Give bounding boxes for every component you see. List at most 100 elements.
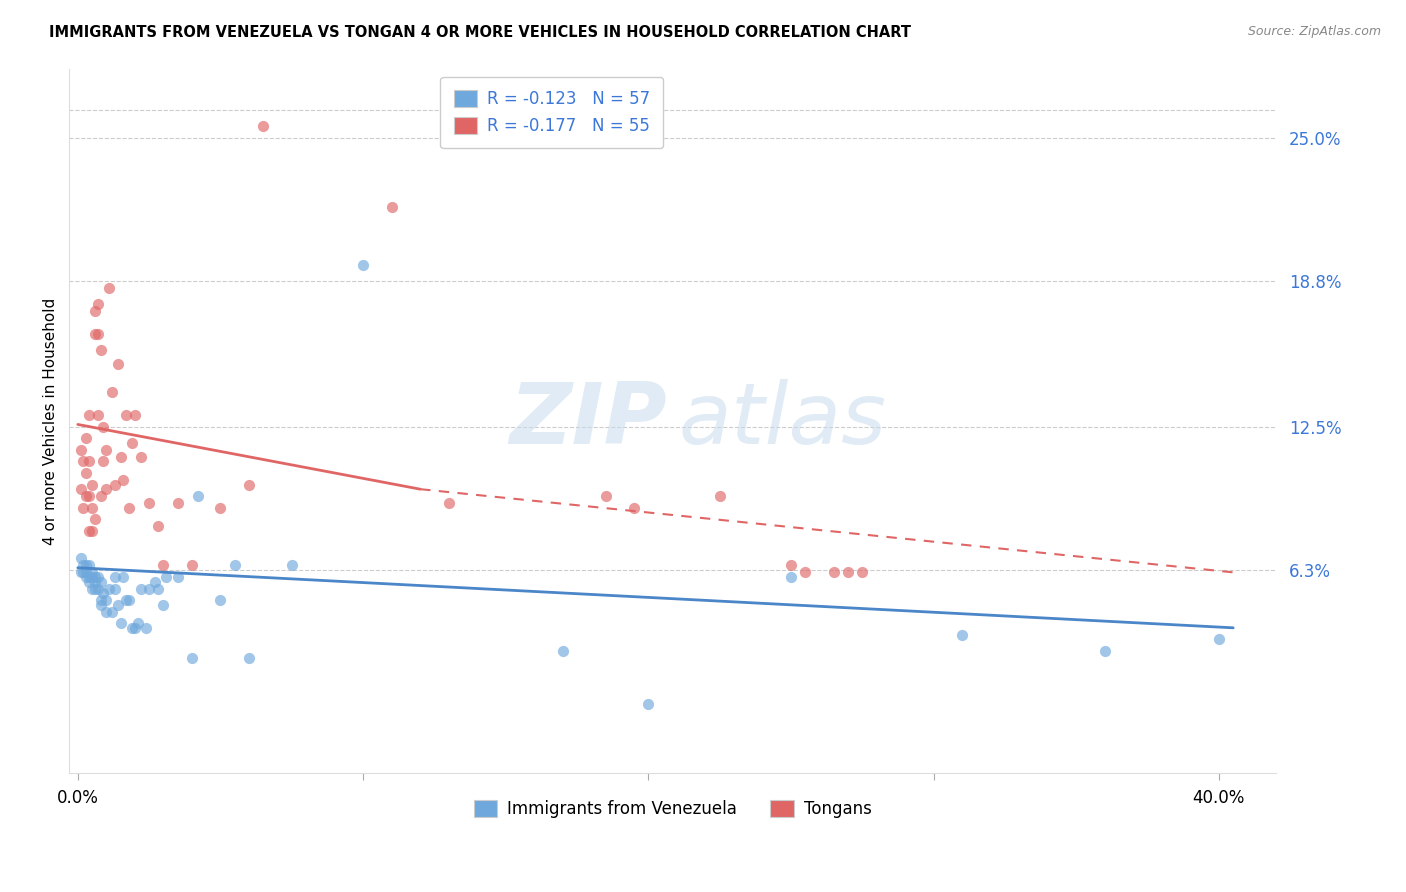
- Point: [238, 477, 260, 491]
- Point: [381, 200, 404, 214]
- Point: [1094, 644, 1116, 658]
- Point: [107, 598, 129, 612]
- Point: [129, 582, 152, 596]
- Point: [209, 500, 232, 515]
- Point: [595, 489, 617, 503]
- Point: [110, 616, 132, 631]
- Point: [90, 574, 112, 589]
- Point: [104, 477, 127, 491]
- Point: [709, 489, 731, 503]
- Text: Source: ZipAtlas.com: Source: ZipAtlas.com: [1247, 25, 1381, 38]
- Point: [107, 357, 129, 371]
- Point: [837, 566, 859, 580]
- Point: [104, 570, 127, 584]
- Point: [780, 570, 803, 584]
- Point: [115, 408, 138, 422]
- Point: [166, 496, 188, 510]
- Point: [96, 482, 118, 496]
- Point: [112, 473, 135, 487]
- Y-axis label: 4 or more Vehicles in Household: 4 or more Vehicles in Household: [44, 297, 58, 545]
- Point: [121, 436, 143, 450]
- Point: [72, 454, 94, 468]
- Point: [851, 566, 873, 580]
- Point: [124, 408, 146, 422]
- Point: [623, 500, 645, 515]
- Point: [112, 570, 135, 584]
- Point: [98, 281, 121, 295]
- Point: [110, 450, 132, 464]
- Point: [90, 598, 112, 612]
- Point: [118, 500, 141, 515]
- Point: [637, 697, 659, 711]
- Point: [75, 570, 97, 584]
- Point: [84, 574, 107, 589]
- Point: [77, 570, 100, 584]
- Point: [87, 570, 110, 584]
- Text: IMMIGRANTS FROM VENEZUELA VS TONGAN 4 OR MORE VEHICLES IN HOUSEHOLD CORRELATION : IMMIGRANTS FROM VENEZUELA VS TONGAN 4 OR…: [49, 25, 911, 40]
- Legend: Immigrants from Venezuela, Tongans: Immigrants from Venezuela, Tongans: [467, 794, 879, 825]
- Point: [96, 605, 118, 619]
- Point: [93, 419, 115, 434]
- Point: [238, 651, 260, 665]
- Point: [127, 616, 149, 631]
- Point: [84, 304, 107, 318]
- Point: [124, 621, 146, 635]
- Point: [780, 558, 803, 573]
- Point: [180, 558, 202, 573]
- Point: [75, 566, 97, 580]
- Point: [1208, 632, 1230, 647]
- Point: [96, 593, 118, 607]
- Point: [224, 558, 246, 573]
- Point: [101, 605, 124, 619]
- Point: [823, 566, 845, 580]
- Point: [101, 385, 124, 400]
- Point: [135, 621, 157, 635]
- Point: [87, 297, 110, 311]
- Point: [80, 582, 103, 596]
- Point: [69, 566, 91, 580]
- Point: [80, 570, 103, 584]
- Point: [104, 582, 127, 596]
- Point: [551, 644, 574, 658]
- Point: [96, 442, 118, 457]
- Point: [166, 570, 188, 584]
- Point: [209, 593, 232, 607]
- Point: [90, 343, 112, 358]
- Point: [72, 558, 94, 573]
- Point: [152, 598, 174, 612]
- Point: [72, 500, 94, 515]
- Point: [950, 628, 973, 642]
- Point: [138, 496, 160, 510]
- Point: [80, 524, 103, 538]
- Point: [75, 431, 97, 445]
- Point: [80, 566, 103, 580]
- Point: [93, 586, 115, 600]
- Point: [75, 489, 97, 503]
- Point: [281, 558, 304, 573]
- Point: [80, 500, 103, 515]
- Point: [90, 593, 112, 607]
- Point: [77, 558, 100, 573]
- Point: [77, 454, 100, 468]
- Point: [129, 450, 152, 464]
- Point: [87, 582, 110, 596]
- Point: [87, 327, 110, 342]
- Point: [352, 258, 374, 272]
- Point: [115, 593, 138, 607]
- Point: [77, 489, 100, 503]
- Point: [152, 558, 174, 573]
- Text: atlas: atlas: [679, 379, 887, 462]
- Point: [155, 570, 177, 584]
- Point: [84, 327, 107, 342]
- Point: [146, 582, 169, 596]
- Point: [794, 566, 817, 580]
- Point: [77, 408, 100, 422]
- Point: [138, 582, 160, 596]
- Point: [75, 466, 97, 480]
- Point: [121, 621, 143, 635]
- Point: [437, 496, 460, 510]
- Point: [118, 593, 141, 607]
- Point: [75, 558, 97, 573]
- Point: [72, 566, 94, 580]
- Point: [187, 489, 209, 503]
